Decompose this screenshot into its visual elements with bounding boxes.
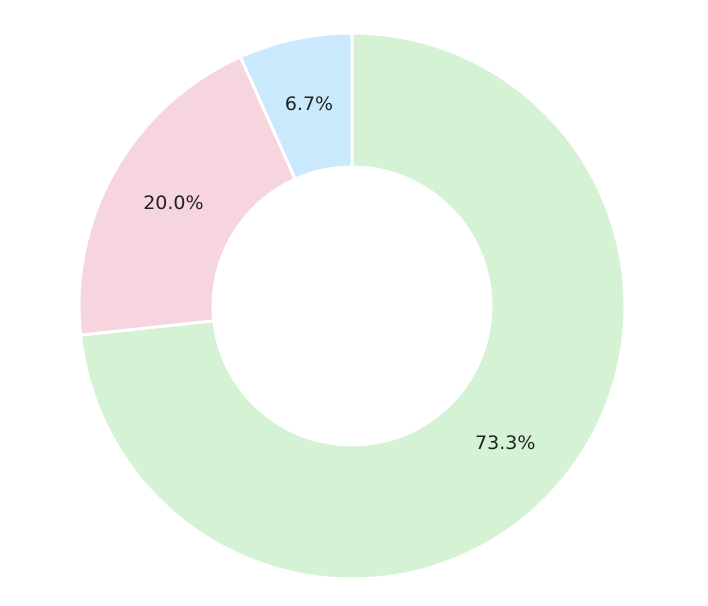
donut-segment bbox=[238, 31, 354, 182]
data-label: 73.3% bbox=[475, 432, 535, 454]
data-label: 6.7% bbox=[285, 93, 333, 115]
donut-segment bbox=[78, 31, 627, 581]
donut-segment bbox=[77, 54, 298, 337]
data-label: 20.0% bbox=[143, 192, 203, 214]
